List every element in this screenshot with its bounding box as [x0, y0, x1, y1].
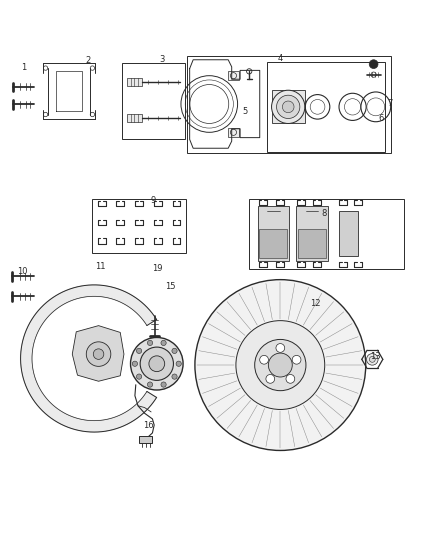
Bar — [92, 199, 186, 253]
Circle shape — [369, 60, 378, 69]
Circle shape — [195, 280, 366, 450]
Circle shape — [131, 337, 183, 390]
Circle shape — [161, 340, 166, 345]
Text: 7: 7 — [387, 99, 392, 108]
Circle shape — [266, 375, 275, 383]
Polygon shape — [127, 78, 142, 86]
Polygon shape — [259, 229, 287, 258]
Text: 1: 1 — [21, 63, 27, 72]
Bar — [187, 56, 391, 152]
Polygon shape — [21, 285, 156, 432]
Circle shape — [148, 382, 153, 387]
Circle shape — [140, 347, 173, 381]
Circle shape — [137, 374, 142, 379]
Bar — [249, 199, 404, 269]
Polygon shape — [258, 206, 289, 261]
Bar — [122, 63, 185, 140]
Text: 8: 8 — [321, 209, 327, 219]
Text: 6: 6 — [378, 114, 384, 123]
Polygon shape — [298, 229, 326, 258]
Text: 3: 3 — [159, 55, 165, 64]
Circle shape — [255, 340, 306, 391]
Circle shape — [260, 356, 268, 364]
Text: 4: 4 — [278, 54, 283, 63]
Polygon shape — [272, 90, 305, 124]
Circle shape — [161, 382, 166, 387]
Text: 9: 9 — [151, 196, 156, 205]
Circle shape — [172, 348, 177, 353]
Text: 15: 15 — [166, 282, 176, 290]
Text: 16: 16 — [143, 421, 153, 430]
Text: 13: 13 — [370, 352, 380, 361]
Circle shape — [132, 361, 138, 366]
Polygon shape — [339, 211, 358, 256]
Polygon shape — [228, 71, 239, 80]
Circle shape — [268, 353, 292, 377]
Polygon shape — [127, 114, 142, 123]
Text: 2: 2 — [85, 56, 90, 65]
Circle shape — [86, 342, 111, 366]
Polygon shape — [139, 437, 152, 442]
Circle shape — [367, 353, 378, 365]
Text: 10: 10 — [18, 267, 28, 276]
Text: 5: 5 — [243, 107, 248, 116]
Circle shape — [369, 357, 375, 362]
Circle shape — [276, 344, 285, 352]
Text: 12: 12 — [310, 299, 321, 308]
Text: 19: 19 — [152, 264, 163, 273]
Circle shape — [292, 356, 301, 364]
Circle shape — [148, 340, 153, 345]
Text: 11: 11 — [95, 262, 105, 271]
Circle shape — [172, 374, 177, 379]
Circle shape — [137, 348, 142, 353]
Circle shape — [276, 95, 300, 118]
Circle shape — [176, 361, 181, 366]
Circle shape — [149, 356, 165, 372]
Circle shape — [286, 375, 295, 383]
Polygon shape — [296, 206, 328, 261]
Polygon shape — [72, 326, 124, 381]
Circle shape — [236, 321, 325, 409]
Circle shape — [283, 101, 294, 112]
Circle shape — [272, 90, 305, 124]
Bar — [267, 62, 385, 152]
Circle shape — [93, 349, 104, 359]
Polygon shape — [228, 128, 239, 136]
